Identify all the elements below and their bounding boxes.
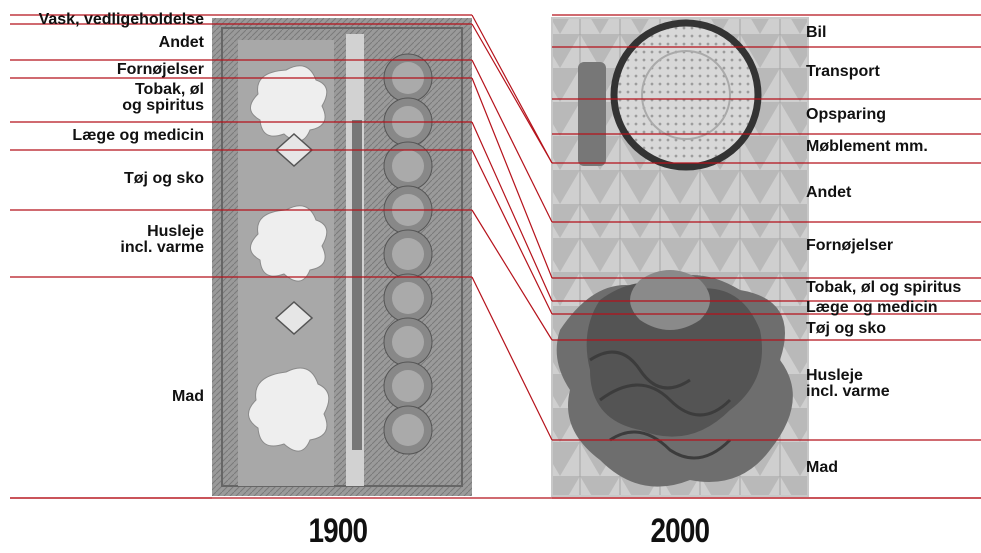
right-label-line: Opsparing [806, 106, 887, 123]
left-label-toj: Tøj og sko [124, 171, 204, 187]
right-label-line: Fornøjelser [806, 237, 894, 254]
connector-laege-b [471, 121, 553, 302]
left-label-line: Tobak, øl [134, 81, 204, 98]
right-label-line: Møblement mm. [806, 138, 928, 155]
right-label-line: Tøj og sko [806, 320, 886, 337]
connector-vask-andet-b [471, 14, 553, 164]
right-label-transport: Transport [806, 64, 880, 80]
right-label-line: Mad [806, 459, 838, 476]
left-label-line: Vask, vedligeholdelse [38, 11, 204, 28]
left-label-andet: Andet [159, 35, 204, 51]
left-label-mad: Mad [172, 389, 204, 405]
connector-lines [10, 14, 981, 499]
left-label-line: og spiritus [122, 97, 204, 114]
left-label-line: Husleje [147, 223, 204, 240]
right-label-fornojelser: Fornøjelser [806, 238, 893, 254]
connector-tobak-b [471, 77, 553, 279]
right-label-toj: Tøj og sko [806, 321, 886, 337]
left-label-vask: Vask, vedligeholdelse [39, 12, 204, 28]
year-label-left: 1900 [308, 512, 368, 550]
connector-toj-b [471, 149, 553, 315]
right-label-andet: Andet [806, 185, 851, 201]
right-label-mad: Mad [806, 460, 838, 476]
right-label-mobler: Møblement mm. [806, 139, 928, 155]
right-label-line: Andet [806, 184, 852, 201]
right-label-line: Transport [806, 63, 880, 80]
connector-mad-b [471, 276, 553, 441]
left-label-line: Tøj og sko [124, 170, 204, 187]
left-label-line: incl. varme [120, 239, 204, 256]
connector-andet-b [471, 23, 553, 164]
connector-husleje-b [471, 209, 553, 341]
banknote-2000 [551, 17, 809, 497]
banknote-1900 [212, 18, 472, 496]
left-label-line: Andet [158, 34, 204, 51]
left-label-fornojelser: Fornøjelser [117, 62, 204, 78]
right-label-bil: Bil [806, 25, 826, 41]
right-label-line: Husleje [806, 367, 863, 384]
right-label-opsparing: Opsparing [806, 107, 886, 123]
left-label-husleje: Husleje incl. varme [120, 224, 204, 256]
year-label-right: 2000 [650, 512, 710, 550]
right-label-line: Læge og medicin [806, 299, 938, 316]
right-label-laege: Læge og medicin [806, 300, 938, 316]
left-label-line: Fornøjelser [116, 61, 204, 78]
left-label-tobak: Tobak, øl og spiritus [122, 82, 204, 114]
left-label-laege: Læge og medicin [72, 128, 204, 144]
left-label-line: Læge og medicin [72, 127, 204, 144]
connector-fornojelser-b [471, 59, 553, 223]
right-label-line: incl. varme [806, 383, 890, 400]
right-label-line: Tobak, øl og spiritus [806, 279, 962, 296]
left-label-line: Mad [172, 388, 204, 405]
right-label-husleje: Husleje incl. varme [806, 368, 890, 400]
right-label-tobak: Tobak, øl og spiritus [806, 280, 961, 296]
right-label-line: Bil [806, 24, 827, 41]
